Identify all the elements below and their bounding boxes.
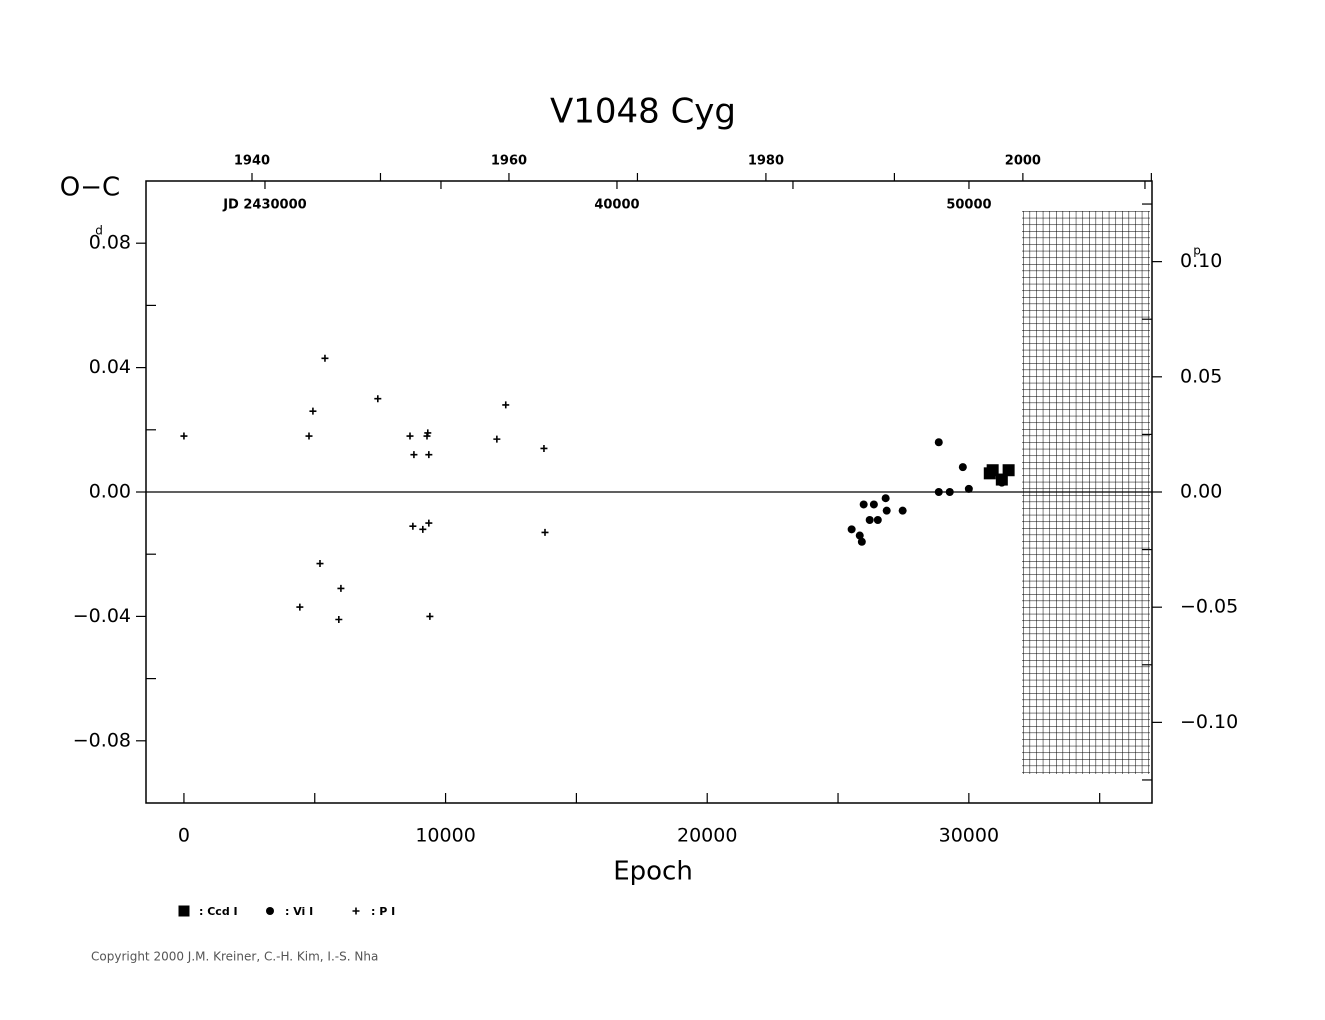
point-plus xyxy=(540,444,548,452)
y-tick-label: 0.04 xyxy=(89,356,131,378)
point-plus xyxy=(541,528,549,536)
point-plus xyxy=(337,584,345,592)
point-circle xyxy=(881,494,890,503)
year-tick-label: 1960 xyxy=(491,154,527,169)
point-plus xyxy=(305,432,313,440)
point-circle xyxy=(847,525,856,534)
point-plus xyxy=(309,407,317,415)
copyright: Copyright 2000 J.M. Kreiner, C.-H. Kim, … xyxy=(91,950,378,964)
point-plus xyxy=(424,429,432,437)
y-axis-label: O−C xyxy=(60,173,120,203)
point-circle xyxy=(859,500,868,509)
y-tick-label: 0.00 xyxy=(89,481,131,503)
y-tick-label: −0.04 xyxy=(73,605,131,627)
y2-tick-label: 0.10 xyxy=(1180,250,1222,272)
year-tick-label: 1940 xyxy=(234,154,270,169)
point-plus xyxy=(180,432,188,440)
point-plus xyxy=(296,603,304,611)
point-circle xyxy=(898,506,907,515)
point-square xyxy=(986,464,999,477)
point-circle xyxy=(997,478,1006,487)
x-tick-label: 0 xyxy=(178,825,190,847)
point-plus xyxy=(374,395,382,403)
point-plus xyxy=(425,519,433,527)
point-circle xyxy=(857,537,866,546)
legend-marker xyxy=(266,907,274,915)
point-circle xyxy=(958,463,967,472)
point-circle xyxy=(964,484,973,493)
legend-marker xyxy=(178,905,190,917)
point-plus xyxy=(335,616,343,624)
point-circle xyxy=(945,488,954,496)
jd-tick-label: 50000 xyxy=(946,198,991,213)
y2-tick-label: −0.10 xyxy=(1180,711,1238,733)
x-axis-label: Epoch xyxy=(613,857,693,887)
legend-label: : Vi I xyxy=(285,905,313,918)
point-circle xyxy=(873,515,882,524)
x-tick-label: 20000 xyxy=(677,825,737,847)
x-tick-label: 10000 xyxy=(415,825,475,847)
point-square xyxy=(1002,464,1015,477)
y2-tick-label: 0.00 xyxy=(1180,481,1222,503)
legend-label: : P I xyxy=(371,905,395,918)
chart-title: V1048 Cyg xyxy=(550,92,736,132)
point-plus xyxy=(419,525,427,533)
jd-tick-label: 40000 xyxy=(594,198,639,213)
point-circle xyxy=(882,506,891,515)
y-tick-label: 0.08 xyxy=(89,232,131,254)
point-plus xyxy=(410,451,418,459)
y2-unit: p xyxy=(1193,244,1201,258)
legend-label: : Ccd I xyxy=(199,905,238,918)
point-circle xyxy=(934,438,943,447)
y2-tick-label: 0.05 xyxy=(1180,365,1222,387)
point-circle xyxy=(934,488,943,496)
jd-tick-label: JD 2430000 xyxy=(222,198,306,213)
point-plus xyxy=(493,435,501,443)
year-tick-label: 1980 xyxy=(748,154,784,169)
point-plus xyxy=(426,612,434,620)
point-circle xyxy=(855,531,864,540)
point-plus xyxy=(425,451,433,459)
y-unit: d xyxy=(95,224,103,238)
year-tick-label: 2000 xyxy=(1005,154,1041,169)
point-circle xyxy=(869,500,878,509)
point-plus xyxy=(316,560,324,568)
legend-marker xyxy=(352,907,360,915)
point-plus xyxy=(406,432,414,440)
y-tick-label: −0.08 xyxy=(73,729,131,751)
point-plus xyxy=(409,522,417,530)
point-plus xyxy=(502,401,510,409)
point-plus xyxy=(321,354,329,362)
x-tick-label: 30000 xyxy=(939,825,999,847)
point-circle xyxy=(865,515,874,524)
y2-tick-label: −0.05 xyxy=(1180,596,1238,618)
